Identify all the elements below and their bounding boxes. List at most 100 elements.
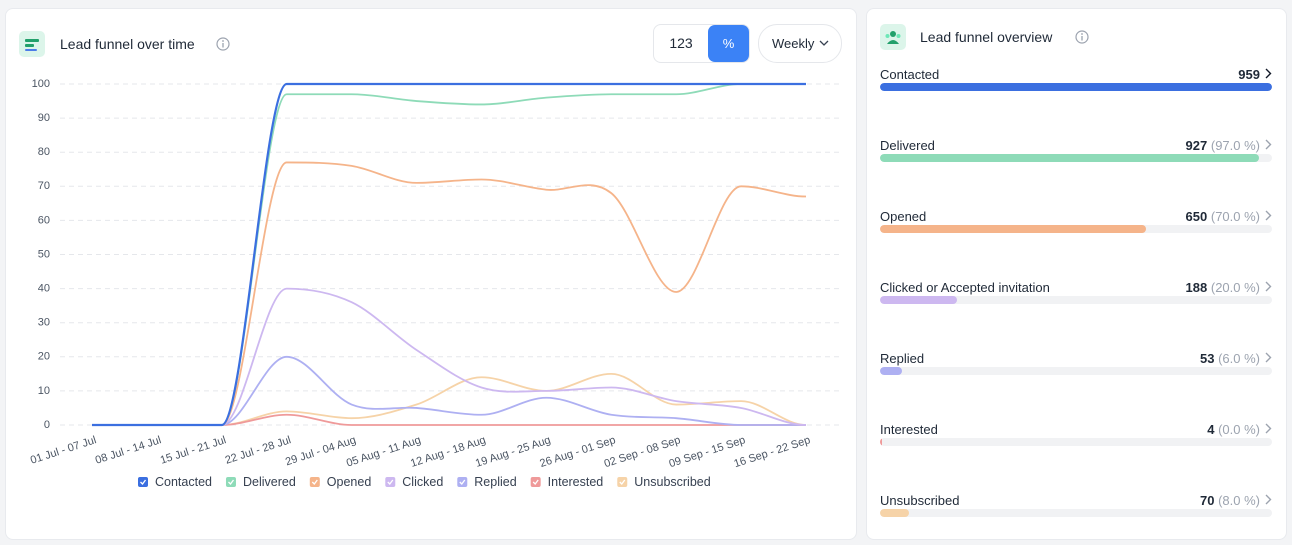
info-icon[interactable] xyxy=(216,37,230,51)
percent-label: (70.0 %) xyxy=(1210,209,1260,224)
legend-swatch xyxy=(309,477,320,487)
legend-label: Replied xyxy=(474,475,516,489)
funnel-row[interactable]: Replied 53 (6.0 %) xyxy=(880,351,1272,391)
percent-toggle[interactable]: % xyxy=(708,25,749,62)
chevron xyxy=(1265,68,1272,79)
stage-name: Contacted xyxy=(880,67,940,82)
count-value: 650 xyxy=(1185,209,1208,224)
funnel-bar xyxy=(880,509,909,517)
legend-label: Contacted xyxy=(155,475,212,489)
x-tick-label: 08 Jul - 14 Jul xyxy=(94,434,163,467)
chevron-path xyxy=(1265,68,1272,79)
legend-label: Opened xyxy=(327,475,372,489)
percent-label: (0.0 %) xyxy=(1218,422,1260,437)
percent-label: (8.0 %) xyxy=(1218,493,1260,508)
count-value: 4 xyxy=(1207,422,1215,437)
series-line xyxy=(91,372,807,426)
legend-swatch xyxy=(457,477,468,487)
stage-name: Replied xyxy=(880,351,925,366)
percent-label: (97.0 %) xyxy=(1210,138,1260,153)
chevron-path xyxy=(1265,494,1272,505)
series-line xyxy=(91,413,806,426)
legend-swatch xyxy=(530,477,541,487)
legend-label: Interested xyxy=(548,475,604,489)
chevron xyxy=(1265,494,1272,505)
stage-count: 927 (97.0 %) xyxy=(1186,138,1260,153)
legend-check xyxy=(311,479,318,485)
funnel-row[interactable]: Opened 650 (70.0 %) xyxy=(880,209,1272,249)
chevron xyxy=(1265,210,1272,221)
stage-count: 4 (0.0 %) xyxy=(1207,422,1260,437)
toggle: 123 % xyxy=(653,24,750,63)
legend-check xyxy=(459,479,466,485)
chevron xyxy=(1265,139,1272,150)
bar-track xyxy=(880,225,1272,233)
y-tick-label: 60 xyxy=(38,214,50,226)
icon xyxy=(880,24,906,50)
funnel-row[interactable]: Clicked or Accepted invitation 188 (20.0 … xyxy=(880,280,1272,320)
count-value: 927 xyxy=(1185,138,1208,153)
legend-check xyxy=(140,479,147,485)
card-title: Lead funnel overview xyxy=(920,29,1053,45)
funnel-bar xyxy=(880,438,882,446)
legend-label: Delivered xyxy=(243,475,296,489)
legend-swatch xyxy=(138,477,148,487)
chevron-path xyxy=(1265,210,1272,221)
stage-name: Delivered xyxy=(880,138,935,153)
legend-label: Clicked xyxy=(402,475,443,489)
legend-swatch xyxy=(617,477,628,487)
stage-count: 70 (8.0 %) xyxy=(1200,493,1260,508)
x-tick-label: 22 Jul - 28 Jul xyxy=(224,434,293,467)
y-tick-label: 90 xyxy=(38,112,50,124)
legend-check xyxy=(532,479,539,485)
y-tick-label: 30 xyxy=(38,317,50,329)
count-toggle[interactable]: 123 xyxy=(669,35,693,51)
chevron-path xyxy=(1265,139,1272,150)
legend-check xyxy=(387,479,394,485)
funnel-row[interactable]: Contacted 959 xyxy=(880,67,1272,107)
percent-label: (20.0 %) xyxy=(1210,280,1260,295)
count-value: 53 xyxy=(1200,351,1215,366)
funnel-bar xyxy=(880,154,1259,162)
chevron xyxy=(1265,281,1272,292)
series-line xyxy=(91,82,806,427)
legend-swatch xyxy=(225,477,236,487)
bar-track xyxy=(880,296,1272,304)
funnel-row[interactable]: Delivered 927 (97.0 %) xyxy=(880,138,1272,178)
bar-track xyxy=(880,83,1272,91)
stage-name: Clicked or Accepted invitation xyxy=(880,280,1050,295)
info-icon[interactable] xyxy=(1075,30,1089,44)
period-select[interactable]: Weekly xyxy=(758,24,842,63)
chevron-path xyxy=(1265,423,1272,434)
funnel-bar xyxy=(880,83,1272,91)
x-tick-label: 01 Jul - 07 Jul xyxy=(29,434,98,467)
bar-track xyxy=(880,438,1272,446)
legend-swatch xyxy=(385,477,396,487)
period-label: Weekly xyxy=(772,36,815,51)
stage-count: 53 (6.0 %) xyxy=(1200,351,1260,366)
stage-name: Interested xyxy=(880,422,938,437)
y-tick-label: 10 xyxy=(38,385,50,397)
overview-card: Lead funnel overview Contacted 959 Deliver… xyxy=(866,8,1287,540)
count-value: 188 xyxy=(1185,280,1208,295)
bar-track xyxy=(880,154,1272,162)
funnel-row[interactable]: Unsubscribed 70 (8.0 %) xyxy=(880,493,1272,533)
funnel-bar xyxy=(880,367,902,375)
series-line xyxy=(91,161,807,426)
bar-track xyxy=(880,509,1272,517)
legend-check xyxy=(228,479,235,485)
time-card: Lead funnel over time 123 % Weekly xyxy=(5,8,857,540)
funnel-bar xyxy=(880,296,957,304)
y-tick-label: 70 xyxy=(38,180,50,192)
chevron-path xyxy=(1265,352,1272,363)
stage-count: 959 xyxy=(1238,67,1260,82)
y-tick-label: 20 xyxy=(38,351,50,363)
stage-name: Unsubscribed xyxy=(880,493,960,508)
chart: 0 10 20 30 40 50 60 70 80 90 100 01 Jul - 07 Jul08 … xyxy=(29,78,840,489)
chevron xyxy=(819,40,829,46)
y-tick-label: 100 xyxy=(32,78,50,90)
funnel-row[interactable]: Interested 4 (0.0 %) xyxy=(880,422,1272,462)
stage-count: 188 (20.0 %) xyxy=(1186,280,1260,295)
stage-count: 650 (70.0 %) xyxy=(1186,209,1260,224)
